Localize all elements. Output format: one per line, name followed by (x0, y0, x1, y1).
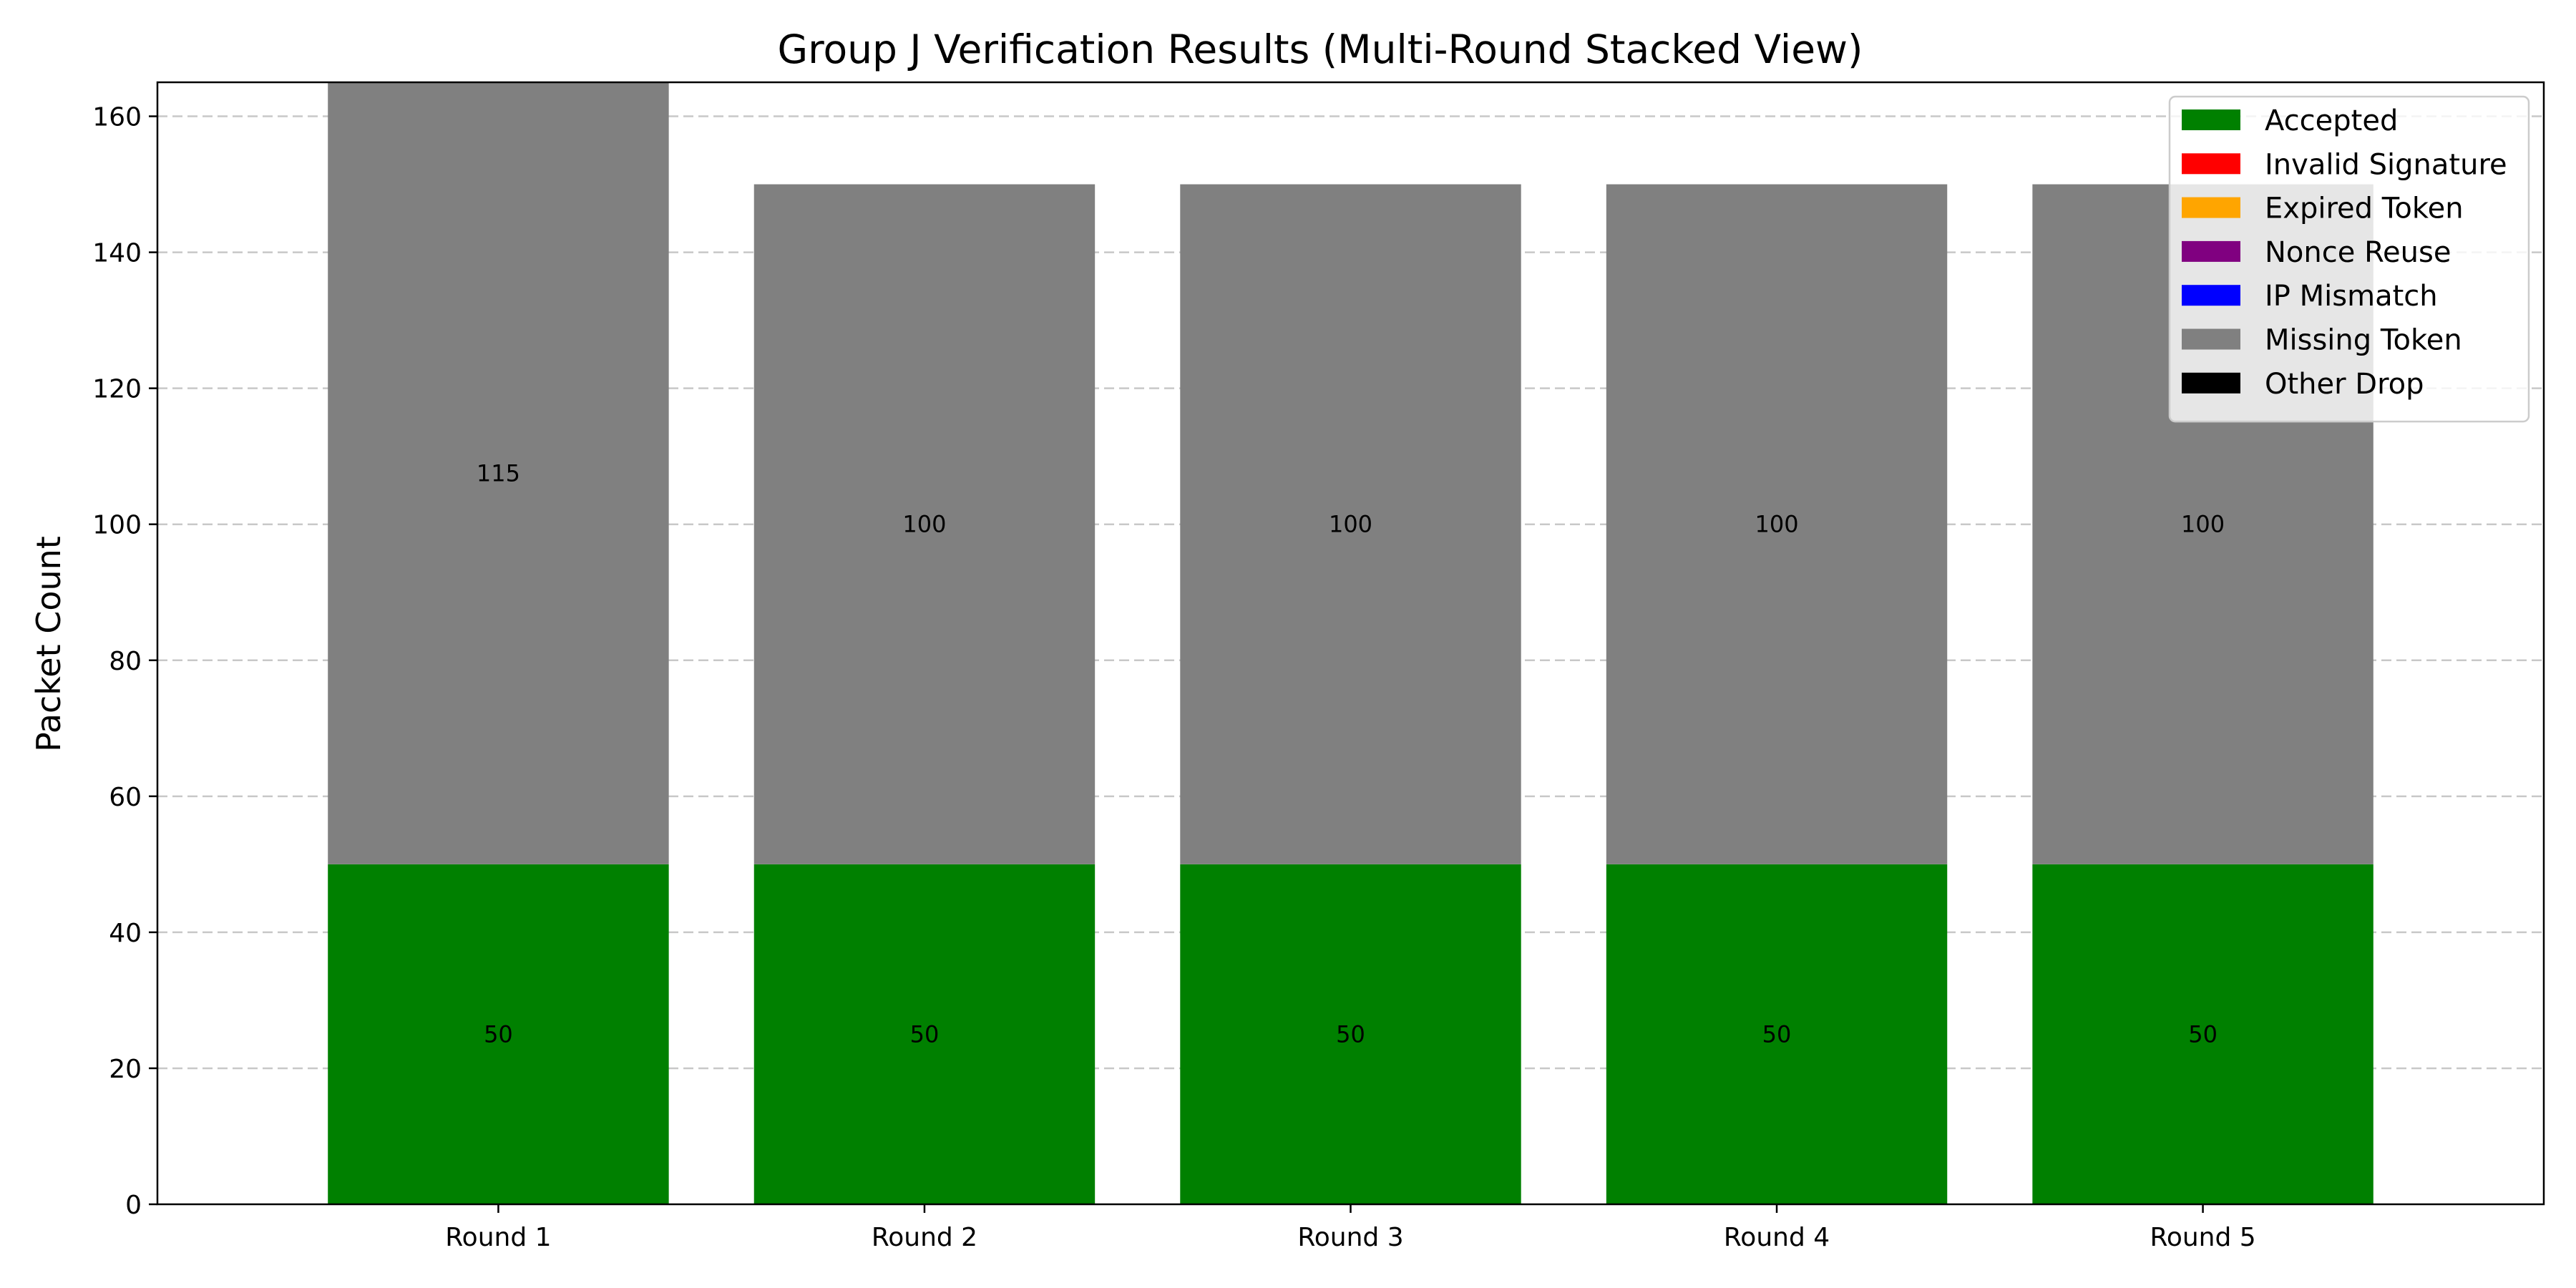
bar-missing-token (1180, 184, 1521, 864)
y-tick-label: 20 (109, 1055, 142, 1084)
legend-entry-label: IP Mismatch (2265, 280, 2438, 313)
legend-swatch (2182, 372, 2240, 394)
legend-swatch (2182, 328, 2240, 350)
bar-accepted (328, 864, 669, 1204)
legend-entry-label: Other Drop (2265, 368, 2424, 401)
y-tick-label: 80 (109, 647, 142, 676)
legend-swatch (2182, 109, 2240, 130)
legend-entry-label: Missing Token (2265, 324, 2462, 357)
bar-accepted (1180, 864, 1521, 1204)
bar-labels: 50 115 50 100 50 100 50 100 50 100 (477, 459, 2225, 1048)
legend-swatch (2182, 285, 2240, 306)
bar-value-label: 100 (1755, 511, 1798, 538)
bar-value-label: 50 (910, 1020, 940, 1048)
bar-value-label: 50 (1336, 1020, 1365, 1048)
y-tick-label: 140 (92, 239, 142, 268)
y-tick-label: 60 (109, 783, 142, 812)
y-axis-label: Packet Count (29, 536, 68, 752)
legend-entry-label: Accepted (2265, 104, 2398, 137)
legend-entry-label: Expired Token (2265, 192, 2464, 225)
y-tick-label: 100 (92, 511, 142, 540)
x-tick-label: Round 3 (1297, 1223, 1403, 1252)
legend-box (2168, 95, 2530, 423)
x-tick-label: Round 2 (872, 1223, 977, 1252)
axes: 0 20 40 60 80 100 120 140 160 Round 1 Round 2 Round… (92, 81, 2545, 1252)
bar-value-label: 50 (1762, 1020, 1792, 1048)
y-tick-label: 0 (125, 1191, 142, 1220)
bar-missing-token (328, 82, 669, 864)
bar-value-label: 115 (477, 459, 520, 487)
bar-value-label: 100 (1329, 511, 1372, 538)
bar-value-label: 100 (2181, 511, 2225, 538)
legend-swatch (2182, 153, 2240, 175)
x-tick-label: Round 4 (1724, 1223, 1830, 1252)
x-tick-label: Round 5 (2150, 1223, 2255, 1252)
bar-accepted (1606, 864, 1948, 1204)
bar-missing-token (753, 184, 1096, 864)
y-tick-label: 40 (109, 919, 142, 948)
legend-swatch (2182, 197, 2240, 218)
bars (328, 82, 2373, 1204)
legend-entry-label: Nonce Reuse (2265, 236, 2451, 269)
legend-entry-label: Invalid Signature (2265, 148, 2507, 181)
chart-title: Group J Verification Results (Multi-Roun… (778, 26, 1863, 72)
bar-accepted (753, 864, 1096, 1204)
y-tick-label: 160 (92, 103, 142, 132)
legend-swatch (2182, 240, 2240, 262)
y-tick-label: 120 (92, 375, 142, 404)
bar-value-label: 100 (902, 511, 946, 538)
bar-accepted (2032, 864, 2373, 1204)
bar-value-label: 50 (484, 1020, 513, 1048)
bar-value-label: 50 (2188, 1020, 2218, 1048)
legend: Accepted Invalid Signature Expired Token No… (2168, 95, 2530, 423)
x-tick-label: Round 1 (445, 1223, 551, 1252)
bar-missing-token (1606, 184, 1948, 864)
